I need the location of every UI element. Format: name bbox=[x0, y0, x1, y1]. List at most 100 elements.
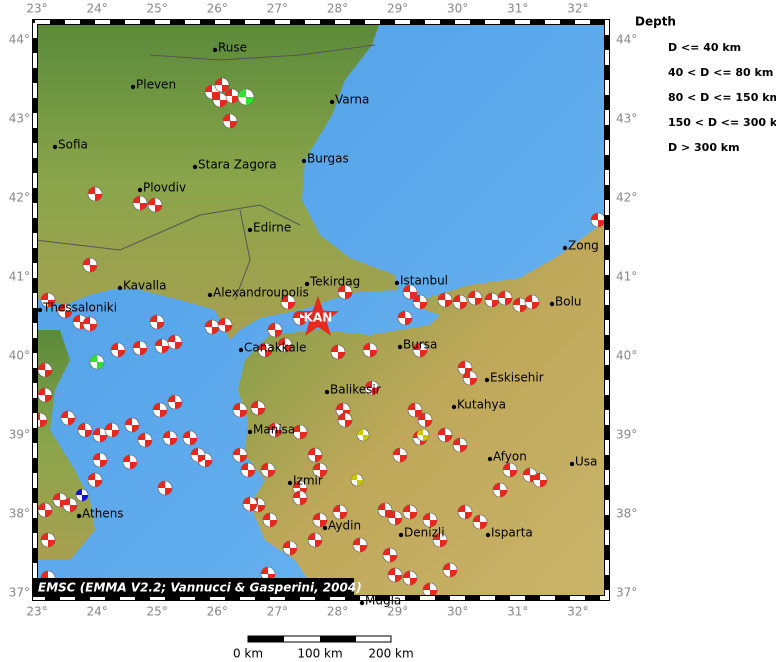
land-greece bbox=[35, 330, 95, 560]
city-dot bbox=[287, 480, 293, 486]
ball-quadrant bbox=[403, 505, 417, 519]
ball-quadrant bbox=[78, 423, 92, 437]
focal-mechanism bbox=[89, 354, 105, 370]
city-dot bbox=[397, 344, 403, 350]
city-label: Aydin bbox=[328, 519, 361, 533]
ball-quadrant bbox=[41, 533, 55, 547]
lat-label: 39° bbox=[9, 428, 30, 442]
ball-quadrant bbox=[223, 114, 237, 128]
focal-mechanism bbox=[467, 290, 483, 306]
lat-label: 44° bbox=[9, 33, 30, 47]
ball-quadrant bbox=[123, 455, 137, 469]
ball-quadrant bbox=[293, 425, 307, 439]
ball-quadrant bbox=[281, 295, 295, 309]
border bbox=[234, 209, 251, 301]
ball-quadrant bbox=[513, 298, 527, 312]
ball-quadrant bbox=[168, 395, 182, 409]
ball-quadrant bbox=[111, 343, 125, 357]
focal-mechanism bbox=[122, 454, 138, 470]
ball-quadrant bbox=[233, 403, 247, 417]
city-label: Istanbul bbox=[400, 274, 448, 288]
lat-label: 44° bbox=[616, 33, 637, 47]
ball-quadrant bbox=[413, 343, 427, 357]
ball-quadrant bbox=[493, 483, 507, 497]
city-dot bbox=[238, 347, 244, 353]
focal-mechanism bbox=[356, 428, 370, 442]
ball-quadrant bbox=[133, 196, 147, 210]
city-dot bbox=[52, 144, 58, 150]
lon-label: 32° bbox=[567, 605, 588, 619]
lat-label: 42° bbox=[616, 191, 637, 205]
lon-label: 24° bbox=[86, 2, 107, 16]
focal-mechanism bbox=[250, 400, 266, 416]
focal-mechanism bbox=[152, 402, 168, 418]
ball-quadrant bbox=[258, 343, 272, 357]
focal-mechanism bbox=[232, 447, 248, 463]
lat-label: 42° bbox=[9, 191, 30, 205]
lon-label: 29° bbox=[387, 605, 408, 619]
ball-quadrant bbox=[388, 511, 402, 525]
focal-mechanism bbox=[132, 340, 148, 356]
basemap bbox=[35, 22, 607, 598]
lon-label: 23° bbox=[26, 605, 47, 619]
city-dot bbox=[212, 47, 218, 53]
ball-quadrant bbox=[638, 116, 652, 130]
focal-mechanism bbox=[332, 504, 348, 520]
scale-label: 200 km bbox=[368, 647, 413, 659]
lon-label: 27° bbox=[267, 605, 288, 619]
focal-mechanism bbox=[452, 437, 468, 453]
city-label: Sofia bbox=[58, 138, 88, 152]
ball-quadrant bbox=[433, 533, 447, 547]
ball-quadrant bbox=[76, 489, 88, 501]
focal-mechanism bbox=[352, 537, 368, 553]
focal-mechanism bbox=[402, 504, 418, 520]
ball-quadrant bbox=[263, 513, 277, 527]
ball-quadrant bbox=[591, 213, 605, 227]
frame bbox=[32, 19, 610, 601]
lon-label: 31° bbox=[507, 2, 528, 16]
city-label: Kavalla bbox=[123, 279, 167, 293]
ball-quadrant bbox=[163, 431, 177, 445]
focal-mechanism bbox=[312, 462, 328, 478]
lat-label: 41° bbox=[616, 270, 637, 284]
focal-mechanism bbox=[437, 292, 453, 308]
focal-mechanism bbox=[364, 380, 380, 396]
ball-quadrant bbox=[293, 311, 307, 325]
ball-quadrant bbox=[638, 41, 652, 55]
lat-label: 40° bbox=[616, 349, 637, 363]
focal-mechanism bbox=[82, 316, 98, 332]
focal-mechanism bbox=[77, 422, 93, 438]
city-label: Stara Zagora bbox=[198, 158, 277, 172]
lat-label: 38° bbox=[616, 507, 637, 521]
focal-mechanism bbox=[407, 402, 423, 418]
city-label: Bursa bbox=[403, 338, 437, 352]
ball-quadrant bbox=[293, 491, 307, 505]
focal-mechanism bbox=[638, 41, 652, 55]
ball-quadrant bbox=[38, 388, 52, 402]
focal-mechanism bbox=[182, 430, 198, 446]
legend-label: D <= 40 km bbox=[668, 41, 741, 54]
lon-label: 32° bbox=[567, 2, 588, 16]
lat-label: 43° bbox=[616, 112, 637, 126]
city-label: Alexandroupolis bbox=[213, 286, 309, 300]
ball-quadrant bbox=[438, 428, 452, 442]
focal-mechanism bbox=[82, 257, 98, 273]
ball-quadrant bbox=[243, 497, 257, 511]
focal-mechanism bbox=[154, 338, 170, 354]
focal-mechanism bbox=[497, 290, 513, 306]
ball-quadrant bbox=[408, 403, 422, 417]
ball-quadrant bbox=[93, 453, 107, 467]
focal-mechanism bbox=[217, 317, 233, 333]
ball-quadrant bbox=[158, 481, 172, 495]
ball-quadrant bbox=[438, 293, 452, 307]
ball-quadrant bbox=[191, 448, 205, 462]
ball-quadrant bbox=[403, 285, 417, 299]
ball-quadrant bbox=[498, 291, 512, 305]
ball-quadrant bbox=[453, 438, 467, 452]
ball-quadrant bbox=[38, 503, 52, 517]
ball-quadrant bbox=[225, 89, 239, 103]
focal-mechanism bbox=[104, 422, 120, 438]
city-label: Varna bbox=[335, 93, 369, 107]
border bbox=[35, 204, 301, 251]
